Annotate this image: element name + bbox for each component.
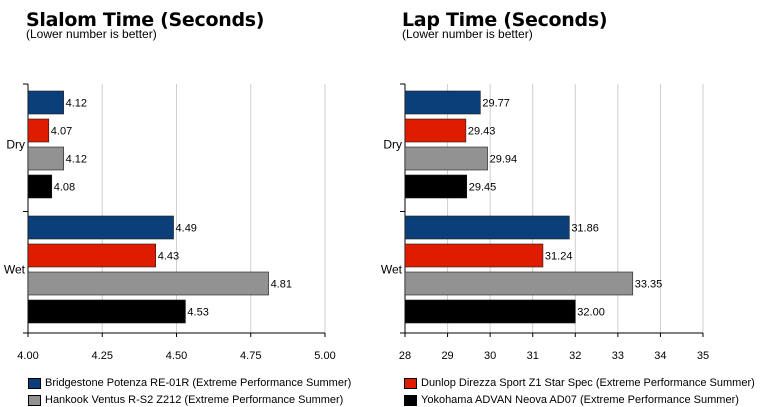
bar-dunlop-wet bbox=[404, 243, 544, 268]
bar-bridgestone-dry bbox=[27, 90, 64, 115]
legend-label-bridgestone: Bridgestone Potenza RE-01R (Extreme Perf… bbox=[45, 377, 352, 389]
lap-time-chart: 28 29 30 31 32 33 34 35 Dry 29.77 29.43 29.94 29.45 W… bbox=[381, 83, 709, 362]
data-label-hankook-dry: 29.94 bbox=[490, 154, 518, 166]
data-label-bridgestone-dry: 4.12 bbox=[66, 98, 87, 110]
x-tick-label: 28 bbox=[399, 350, 411, 362]
legend-label-dunlop: Dunlop Direzza Sport Z1 Star Spec (Extre… bbox=[421, 377, 755, 389]
data-label-yokohama-wet: 4.53 bbox=[187, 307, 208, 319]
legend-item-hankook: Hankook Ventus R-S2 Z212 (Extreme Perfor… bbox=[28, 394, 343, 406]
legend-swatch-dunlop bbox=[404, 377, 417, 389]
data-label-dunlop-wet: 31.24 bbox=[545, 251, 573, 263]
data-label-bridgestone-wet: 4.49 bbox=[176, 223, 197, 235]
x-tick-label: 34 bbox=[654, 350, 666, 362]
data-label-bridgestone-wet: 31.86 bbox=[571, 223, 599, 235]
category-label-wet: Wet bbox=[381, 263, 403, 277]
data-label-dunlop-wet: 4.43 bbox=[158, 251, 179, 263]
bar-hankook-wet bbox=[27, 271, 269, 296]
x-tick-label: 5.00 bbox=[314, 350, 335, 362]
category-label-dry: Dry bbox=[6, 138, 25, 152]
chart-title-lap: Lap Time (Seconds) bbox=[402, 9, 608, 31]
data-label-yokohama-dry: 4.08 bbox=[54, 182, 75, 194]
legend-label-yokohama: Yokohama ADVAN Neova AD07 (Extreme Perfo… bbox=[421, 394, 739, 406]
x-tick-label: 35 bbox=[697, 350, 709, 362]
data-label-dunlop-dry: 29.43 bbox=[468, 126, 496, 138]
legend-item-dunlop: Dunlop Direzza Sport Z1 Star Spec (Extre… bbox=[404, 377, 755, 389]
bar-yokohama-wet bbox=[404, 299, 576, 324]
x-tick-label: 30 bbox=[484, 350, 496, 362]
x-tick-label: 4.75 bbox=[240, 350, 261, 362]
legend-swatch-yokohama bbox=[404, 394, 417, 406]
data-label-hankook-wet: 4.81 bbox=[271, 279, 292, 291]
data-label-bridgestone-dry: 29.77 bbox=[482, 98, 510, 110]
chart-title-slalom: Slalom Time (Seconds) bbox=[26, 9, 265, 31]
category-label-dry: Dry bbox=[383, 138, 402, 152]
data-label-hankook-dry: 4.12 bbox=[66, 154, 87, 166]
bar-dunlop-dry bbox=[404, 118, 467, 143]
bar-hankook-dry bbox=[27, 146, 64, 171]
slalom-time-chart: 4.00 4.25 4.50 4.75 5.00 Dry 4.12 4.07 4.12 4.08 W… bbox=[4, 83, 336, 362]
legend-swatch-bridgestone bbox=[28, 377, 41, 389]
bar-bridgestone-dry bbox=[404, 90, 481, 115]
category-label-wet: Wet bbox=[4, 263, 26, 277]
bar-yokohama-wet bbox=[27, 299, 186, 324]
data-label-hankook-wet: 33.35 bbox=[635, 279, 663, 291]
legend-item-yokohama: Yokohama ADVAN Neova AD07 (Extreme Perfo… bbox=[404, 394, 739, 406]
legend-swatch-hankook bbox=[28, 394, 41, 406]
bar-dunlop-dry bbox=[27, 118, 50, 143]
bar-bridgestone-wet bbox=[27, 215, 174, 240]
bar-bridgestone-wet bbox=[404, 215, 570, 240]
x-tick-label: 4.25 bbox=[92, 350, 113, 362]
bar-hankook-dry bbox=[404, 146, 488, 171]
x-tick-label: 4.50 bbox=[166, 350, 187, 362]
legend-label-hankook: Hankook Ventus R-S2 Z212 (Extreme Perfor… bbox=[45, 394, 344, 406]
legend-item-bridgestone: Bridgestone Potenza RE-01R (Extreme Perf… bbox=[28, 377, 351, 389]
data-label-yokohama-wet: 32.00 bbox=[577, 307, 605, 319]
bar-yokohama-dry bbox=[27, 174, 53, 199]
bar-dunlop-wet bbox=[27, 243, 157, 268]
x-tick-label: 33 bbox=[612, 350, 624, 362]
data-label-dunlop-dry: 4.07 bbox=[51, 126, 72, 138]
x-tick-label: 4.00 bbox=[17, 350, 38, 362]
x-tick-label: 32 bbox=[569, 350, 581, 362]
x-tick-label: 31 bbox=[527, 350, 539, 362]
data-label-yokohama-dry: 29.45 bbox=[469, 182, 497, 194]
bar-yokohama-dry bbox=[404, 174, 468, 199]
x-tick-label: 29 bbox=[441, 350, 453, 362]
chart-subtitle-slalom: (Lower number is better) bbox=[26, 27, 157, 41]
bar-hankook-wet bbox=[404, 271, 634, 296]
chart-subtitle-lap: (Lower number is better) bbox=[402, 27, 533, 41]
